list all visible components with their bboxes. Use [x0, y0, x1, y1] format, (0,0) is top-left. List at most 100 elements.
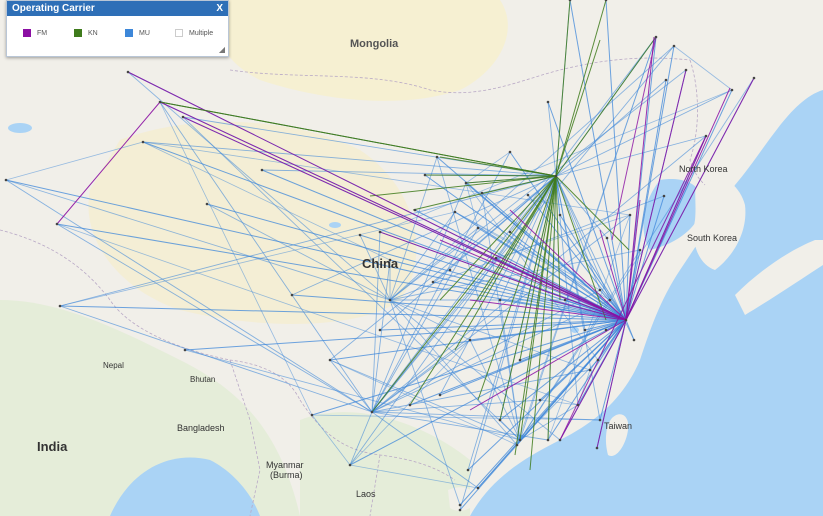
- legend-item-kn[interactable]: KN: [74, 29, 98, 37]
- airport-dot[interactable]: [480, 191, 484, 195]
- airport-dot[interactable]: [328, 358, 332, 362]
- lake: [571, 327, 579, 333]
- airport-dot[interactable]: [388, 298, 392, 302]
- airport-dot[interactable]: [752, 76, 756, 80]
- airport-dot[interactable]: [378, 328, 382, 332]
- airport-dot[interactable]: [604, 0, 608, 2]
- airport-dot[interactable]: [453, 210, 457, 214]
- route-line: [465, 182, 599, 361]
- airport-dot[interactable]: [181, 115, 185, 119]
- airport-dot[interactable]: [704, 134, 708, 138]
- route-line: [184, 349, 521, 441]
- route-line: [555, 36, 657, 177]
- airport-dot[interactable]: [558, 438, 562, 442]
- route-line: [549, 299, 627, 321]
- airport-dot[interactable]: [664, 78, 668, 82]
- airport-dot[interactable]: [526, 193, 530, 197]
- airport-dot[interactable]: [413, 208, 417, 212]
- airport-dot[interactable]: [558, 213, 562, 217]
- airport-dot[interactable]: [563, 298, 567, 302]
- airport-dot[interactable]: [730, 88, 734, 92]
- airport-dot[interactable]: [604, 328, 608, 332]
- airport-dot[interactable]: [408, 403, 412, 407]
- airport-dot[interactable]: [654, 35, 658, 39]
- airport-dot[interactable]: [468, 338, 472, 342]
- airport-dot[interactable]: [595, 446, 599, 450]
- airport-dot[interactable]: [431, 280, 435, 284]
- airport-dot[interactable]: [58, 304, 62, 308]
- airport-dot[interactable]: [260, 168, 264, 172]
- airport-dot[interactable]: [632, 338, 636, 342]
- airport-dot[interactable]: [388, 258, 392, 262]
- airport-dot[interactable]: [348, 463, 352, 467]
- airport-dot[interactable]: [466, 468, 470, 472]
- route-line: [479, 175, 557, 301]
- operating-carrier-legend[interactable]: Operating Carrier X FM KN MU Multiple ◢: [6, 0, 229, 57]
- airport-dot[interactable]: [141, 140, 145, 144]
- airport-dot[interactable]: [684, 68, 688, 72]
- airport-dot[interactable]: [55, 222, 59, 226]
- airport-dot[interactable]: [568, 0, 572, 2]
- airport-dot[interactable]: [596, 358, 600, 362]
- legend-item-multiple[interactable]: Multiple: [175, 29, 213, 37]
- airport-dot[interactable]: [588, 368, 592, 372]
- route-line: [625, 195, 665, 321]
- airport-dot[interactable]: [476, 486, 480, 490]
- airport-dot[interactable]: [498, 418, 502, 422]
- airport-dot[interactable]: [464, 181, 468, 185]
- airport-dot[interactable]: [310, 413, 314, 417]
- airport-dot[interactable]: [672, 44, 676, 48]
- route-line: [625, 45, 675, 321]
- legend-item-fm[interactable]: FM: [23, 29, 47, 37]
- airport-dot[interactable]: [583, 328, 587, 332]
- airport-dot[interactable]: [458, 508, 462, 512]
- label-bangladesh: Bangladesh: [177, 423, 225, 433]
- airport-dot[interactable]: [498, 298, 502, 302]
- airport-dot[interactable]: [662, 194, 666, 198]
- airport-dot[interactable]: [546, 438, 550, 442]
- airport-dot[interactable]: [624, 318, 628, 322]
- airport-dot[interactable]: [448, 268, 452, 272]
- airport-dot[interactable]: [508, 150, 512, 154]
- resize-handle-icon[interactable]: ◢: [218, 45, 225, 54]
- airport-dot[interactable]: [126, 70, 130, 74]
- airport-dot[interactable]: [576, 403, 580, 407]
- airport-dot[interactable]: [605, 236, 609, 240]
- route-line: [555, 175, 561, 301]
- route-line: [371, 259, 391, 413]
- airport-dot[interactable]: [458, 503, 462, 507]
- airport-dot[interactable]: [290, 293, 294, 297]
- airport-dot[interactable]: [158, 100, 162, 104]
- airport-dot[interactable]: [370, 410, 374, 414]
- airport-dot[interactable]: [423, 173, 427, 177]
- route-line: [454, 211, 627, 321]
- airport-dot[interactable]: [183, 348, 187, 352]
- legend-item-mu[interactable]: MU: [125, 29, 150, 37]
- airport-dot[interactable]: [518, 358, 522, 362]
- airport-dot[interactable]: [628, 213, 632, 217]
- airport-dot[interactable]: [538, 398, 542, 402]
- airport-dot[interactable]: [476, 226, 480, 230]
- route-line: [142, 141, 631, 216]
- airport-dot[interactable]: [518, 438, 522, 442]
- airport-dot[interactable]: [515, 443, 519, 447]
- close-icon[interactable]: X: [216, 3, 223, 14]
- airport-dot[interactable]: [598, 418, 602, 422]
- airport-dot[interactable]: [494, 256, 498, 260]
- route-line: [495, 214, 631, 259]
- airport-dot[interactable]: [554, 174, 558, 178]
- airport-dot[interactable]: [435, 155, 439, 159]
- route-line: [625, 214, 631, 321]
- route-line: [559, 319, 627, 441]
- airport-dot[interactable]: [546, 100, 550, 104]
- airport-dot[interactable]: [358, 233, 362, 237]
- airport-dot[interactable]: [205, 202, 209, 206]
- airport-dot[interactable]: [438, 393, 442, 397]
- airport-dot[interactable]: [378, 230, 382, 234]
- airport-dot[interactable]: [608, 298, 612, 302]
- airport-dot[interactable]: [4, 178, 8, 182]
- airport-dot[interactable]: [598, 288, 602, 292]
- airport-dot[interactable]: [638, 248, 642, 252]
- airport-dot[interactable]: [508, 230, 512, 234]
